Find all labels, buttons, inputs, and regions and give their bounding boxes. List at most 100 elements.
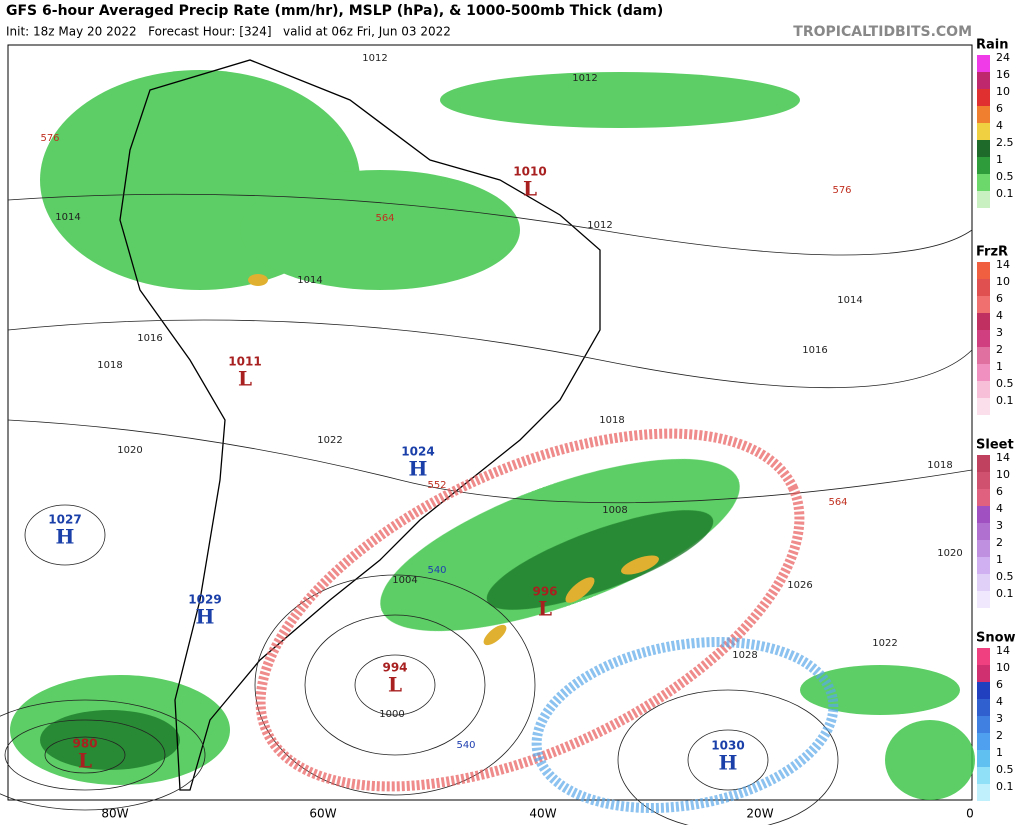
legend-swatch <box>977 296 990 313</box>
legend-label: 1 <box>996 746 1003 759</box>
legend-swatch <box>977 665 990 682</box>
legend-swatch <box>977 784 990 801</box>
center-pressure: 980 <box>72 737 97 751</box>
legend-label: 16 <box>996 68 1010 81</box>
isobars <box>0 193 973 829</box>
center-pressure: 1024 <box>401 445 434 459</box>
legend-swatch <box>977 72 990 89</box>
legend-swatch <box>977 364 990 381</box>
legend-label: 2.5 <box>996 136 1014 149</box>
isobar-label: 1016 <box>137 333 162 344</box>
isobar-label: 1018 <box>927 460 952 471</box>
legend-label: 14 <box>996 258 1010 271</box>
legend-label: 10 <box>996 85 1010 98</box>
legend-swatch <box>977 455 990 472</box>
isobar-label: 1026 <box>787 580 812 591</box>
legend-title: Sleet <box>976 438 1014 453</box>
legend-label: 4 <box>996 502 1003 515</box>
isobar-label: 1014 <box>55 212 80 223</box>
legend-label: 3 <box>996 712 1003 725</box>
legend-swatch <box>977 157 990 174</box>
legend-swatch <box>977 106 990 123</box>
legend-label: 6 <box>996 292 1003 305</box>
isobar-label: 1022 <box>317 435 342 446</box>
legend-swatch <box>977 347 990 364</box>
legend-label: 1 <box>996 553 1003 566</box>
thickness-label: 552 <box>427 480 446 491</box>
coastline <box>119 59 601 791</box>
legend-label: 0.5 <box>996 377 1014 390</box>
legend-swatch <box>977 648 990 665</box>
legend-swatch <box>977 398 990 415</box>
isobar-label: 1000 <box>379 709 404 720</box>
legend-swatch <box>977 699 990 716</box>
thickness-label: 564 <box>828 497 847 508</box>
highlight-blue <box>531 637 839 813</box>
legend-label: 6 <box>996 485 1003 498</box>
center-letter: H <box>409 457 428 481</box>
isobar-label: 1014 <box>837 295 862 306</box>
center-pressure: 1030 <box>711 739 744 753</box>
legend-swatch <box>977 123 990 140</box>
legend-label: 6 <box>996 678 1003 691</box>
legend-swatch <box>977 750 990 767</box>
isobar-label: 1012 <box>362 53 387 64</box>
subtitle: Init: 18z May 20 2022 Forecast Hour: [32… <box>6 25 451 39</box>
center-letter: H <box>719 751 738 775</box>
legend-swatch <box>977 55 990 72</box>
legend-label: 0.5 <box>996 570 1014 583</box>
longitude-label: 20W <box>746 807 773 821</box>
legend-label: 10 <box>996 275 1010 288</box>
thickness-label: 576 <box>40 133 59 144</box>
isobar-label: 1028 <box>732 650 757 661</box>
isobar-label: 1018 <box>97 360 122 371</box>
thickness-label: 564 <box>375 213 394 224</box>
source: TROPICALTIDBITS.COM <box>793 24 972 40</box>
legend-swatch <box>977 682 990 699</box>
thickness-label: 540 <box>456 740 475 751</box>
legend-label: 10 <box>996 661 1010 674</box>
center-pressure: 1029 <box>188 593 221 607</box>
legend-label: 4 <box>996 119 1003 132</box>
legend-label: 6 <box>996 102 1003 115</box>
isobar-label: 1016 <box>802 345 827 356</box>
legend-label: 0.5 <box>996 763 1014 776</box>
center-letter: L <box>78 749 92 773</box>
precip-heavy <box>40 510 714 770</box>
legend-swatch <box>977 489 990 506</box>
legend-label: 2 <box>996 536 1003 549</box>
legend-swatch <box>977 716 990 733</box>
legend-label: 3 <box>996 519 1003 532</box>
legend-label: 0.1 <box>996 187 1014 200</box>
legend-swatch <box>977 767 990 784</box>
legend-label: 1 <box>996 360 1003 373</box>
title: GFS 6-hour Averaged Precip Rate (mm/hr),… <box>6 3 663 19</box>
legend-swatch <box>977 140 990 157</box>
precip-intense <box>248 274 659 646</box>
isobar-label: 1022 <box>872 638 897 649</box>
legend-swatch <box>977 591 990 608</box>
legend-swatch <box>977 174 990 191</box>
isobar-label: 1020 <box>937 548 962 559</box>
center-pressure: 994 <box>382 661 407 675</box>
legend-swatch <box>977 523 990 540</box>
legend-swatch <box>977 313 990 330</box>
isobar-label: 1020 <box>117 445 142 456</box>
center-letter: L <box>523 177 537 201</box>
highlight-red <box>255 428 805 792</box>
map <box>0 44 975 829</box>
center-letter: L <box>238 367 252 391</box>
legend-label: 10 <box>996 468 1010 481</box>
center-letter: L <box>538 597 552 621</box>
isobar-label: 1008 <box>602 505 627 516</box>
legend-swatch <box>977 733 990 750</box>
legend-swatch <box>977 540 990 557</box>
legend-title: Snow <box>976 631 1016 646</box>
legend-label: 2 <box>996 729 1003 742</box>
legend-swatch <box>977 330 990 347</box>
center-letter: L <box>388 673 402 697</box>
isobar-label: 1018 <box>599 415 624 426</box>
thickness-label: 540 <box>427 565 446 576</box>
legend-swatch <box>977 506 990 523</box>
isobar-label: 1014 <box>297 275 322 286</box>
